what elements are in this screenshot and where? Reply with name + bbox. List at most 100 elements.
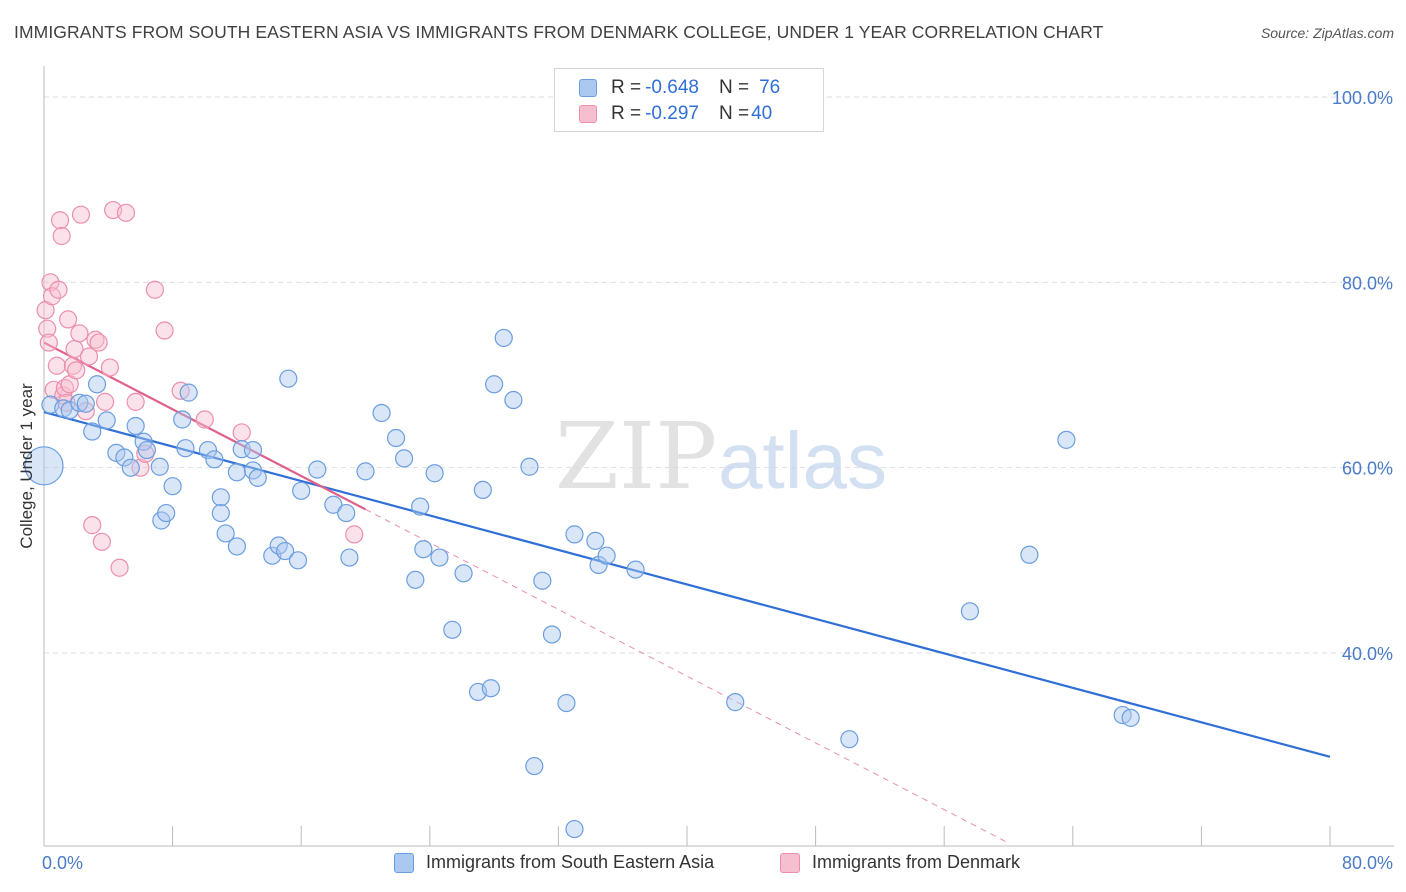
- sea-point: [1020, 545, 1039, 564]
- x-tick-label: 80.0%: [1342, 853, 1393, 873]
- denmark-point: [50, 211, 70, 230]
- sea-point: [430, 548, 449, 567]
- series-swatch-blue: [394, 852, 414, 873]
- sea-point: [276, 541, 295, 561]
- denmark-point: [38, 319, 57, 338]
- sea-point: [216, 524, 235, 543]
- sea-point: [414, 540, 433, 559]
- sea-point: [356, 462, 375, 481]
- sea-point: [394, 449, 414, 468]
- sea-point: [248, 468, 267, 487]
- sea-point: [840, 730, 859, 749]
- points-layer: [24, 200, 1140, 839]
- denmark-point: [345, 525, 364, 544]
- sea-point: [533, 571, 552, 590]
- sea-point: [494, 328, 513, 348]
- sea-point: [211, 488, 230, 507]
- sea-point: [87, 375, 107, 394]
- label-layer: 40.0% 60.0% 80.0% 100.0% 0.0% 80.0%: [42, 88, 1393, 873]
- y-axis-label: College, Under 1 year: [17, 383, 36, 549]
- sea-point: [454, 564, 473, 583]
- denmark-point: [100, 358, 120, 377]
- legend-r-value: -0.648: [645, 77, 699, 98]
- denmark-point: [195, 410, 214, 429]
- sea-point: [83, 422, 102, 441]
- sea-point: [157, 503, 176, 523]
- sea-point: [411, 497, 430, 516]
- denmark-point: [232, 423, 251, 442]
- chart-title: IMMIGRANTS FROM SOUTH EASTERN ASIA VS IM…: [14, 22, 1104, 42]
- denmark-point: [71, 205, 91, 224]
- denmark-point: [47, 356, 66, 375]
- sea-point: [1057, 430, 1076, 449]
- sea-point: [163, 477, 182, 496]
- denmark-point: [59, 310, 78, 329]
- legend-r-value: -0.297: [645, 103, 699, 124]
- denmark-point: [155, 321, 174, 340]
- sea-point: [150, 457, 169, 476]
- denmark-point: [49, 280, 68, 299]
- denmark-point: [44, 380, 63, 399]
- y-tick-label: 100.0%: [1332, 88, 1393, 108]
- sea-point: [76, 394, 95, 413]
- sea-point: [504, 390, 523, 410]
- legend-n-label: N =: [718, 103, 750, 124]
- legend-swatch-blue: [579, 79, 597, 97]
- sea-point: [115, 448, 134, 467]
- denmark-point: [39, 333, 58, 352]
- watermark-zip: ZIP: [555, 403, 717, 510]
- denmark-point: [79, 347, 99, 366]
- sea-point: [211, 503, 230, 523]
- sea-point: [425, 464, 444, 483]
- sea-point: [372, 403, 391, 423]
- y-tick-label: 80.0%: [1342, 273, 1393, 293]
- sea-point: [288, 551, 308, 570]
- correlation-legend: R = -0.648 N = 76 R = -0.297 N = 40: [554, 68, 824, 132]
- sea-point: [597, 546, 616, 565]
- denmark-point: [52, 226, 71, 246]
- sea-point: [54, 399, 73, 418]
- denmark-point: [95, 392, 115, 411]
- legend-row-sea: R = -0.648 N = 76: [579, 75, 780, 101]
- x-tick-label: 0.0%: [42, 853, 83, 873]
- denmark-point: [86, 330, 105, 349]
- denmark-point: [116, 203, 136, 222]
- y-tick-label: 60.0%: [1342, 459, 1393, 479]
- series-swatch-pink: [780, 852, 800, 873]
- series-label-denmark: Immigrants from Denmark: [812, 852, 1021, 872]
- series-label-sea: Immigrants from South Eastern Asia: [426, 852, 715, 872]
- denmark-point: [83, 516, 102, 535]
- denmark-point: [42, 287, 62, 306]
- sea-point: [726, 693, 745, 712]
- denmark-point: [145, 280, 165, 299]
- sea-point: [406, 570, 425, 589]
- sea-point: [97, 411, 116, 430]
- denmark-point: [89, 333, 108, 352]
- sea-point: [205, 450, 224, 469]
- sea-point: [481, 679, 500, 698]
- sea-point: [70, 393, 89, 412]
- sea-point: [485, 375, 504, 394]
- sea-point: [386, 428, 406, 448]
- denmark-trendline: [43, 341, 367, 511]
- sea-point: [557, 693, 576, 713]
- y-tick-label: 40.0%: [1342, 644, 1393, 664]
- sea-point: [565, 525, 584, 544]
- legend-n-label: N =: [718, 77, 750, 98]
- sea-point: [960, 602, 980, 621]
- legend-r-label: R =: [611, 77, 642, 98]
- sea-point: [279, 369, 298, 388]
- series-legend: Immigrants from South Eastern Asia Immig…: [0, 852, 1406, 878]
- sea-point: [1121, 708, 1140, 727]
- legend-swatch-pink: [579, 105, 597, 123]
- sea-point: [176, 439, 195, 458]
- legend-row-denmark: R = -0.297 N = 40: [579, 101, 772, 127]
- grid-layer: [44, 96, 1394, 654]
- sea-point: [586, 531, 605, 550]
- sea-point: [173, 410, 192, 429]
- denmark-point: [131, 458, 150, 477]
- sea-point: [126, 416, 145, 436]
- sea-point: [525, 756, 544, 776]
- sea-point: [337, 503, 356, 523]
